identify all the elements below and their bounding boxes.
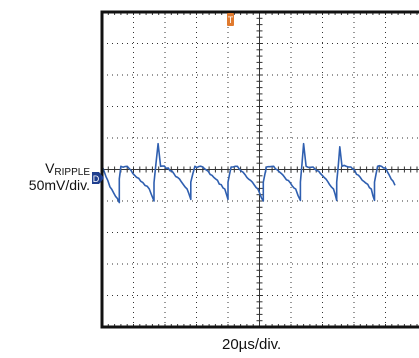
horizontal-scale-label: 20µs/div. bbox=[222, 336, 282, 353]
ripple-trace-line bbox=[101, 142, 396, 204]
signal-label-main: V bbox=[45, 160, 55, 176]
vertical-scale-label: 50mV/div. bbox=[28, 177, 90, 193]
channel-marker: D bbox=[92, 172, 104, 184]
ripple-trace bbox=[101, 142, 396, 204]
signal-label-subscript: RIPPLE bbox=[54, 167, 90, 178]
trigger-marker: T bbox=[227, 13, 234, 26]
trigger-marker-label: T bbox=[228, 15, 234, 25]
signal-label: VRIPPLE bbox=[6, 160, 90, 181]
channel-marker-label: D bbox=[93, 174, 100, 184]
screen-frame bbox=[100, 10, 419, 329]
